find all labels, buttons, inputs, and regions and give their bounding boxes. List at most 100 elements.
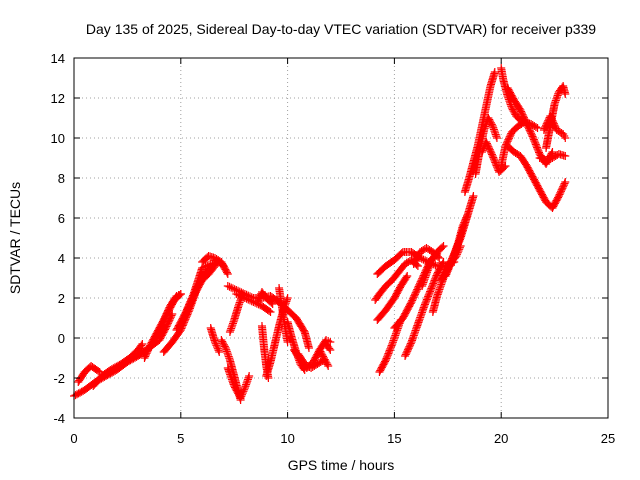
- data-point-marker: [460, 218, 469, 227]
- data-point-marker: [223, 282, 232, 290]
- data-series: [542, 82, 570, 152]
- data-point-marker: [264, 374, 273, 382]
- data-point-marker: [403, 272, 412, 280]
- data-point-marker: [491, 128, 500, 137]
- data-point-marker: [221, 344, 230, 352]
- data-point-marker: [223, 349, 232, 358]
- data-point-marker: [388, 338, 397, 347]
- data-point-marker: [402, 273, 411, 282]
- y-tick-label: 10: [51, 131, 65, 146]
- y-tick-label: 4: [58, 251, 65, 266]
- data-point-marker: [323, 360, 332, 369]
- data-point-marker: [418, 280, 427, 289]
- data-series: [503, 142, 570, 212]
- data-point-marker: [421, 273, 430, 282]
- data-series: [253, 288, 277, 308]
- data-point-marker: [561, 152, 570, 160]
- data-point-marker: [268, 300, 277, 308]
- data-point-marker: [469, 192, 478, 200]
- data-point-marker: [222, 347, 231, 356]
- data-point-marker: [230, 285, 239, 294]
- data-point-marker: [223, 270, 232, 278]
- data-point-marker: [490, 68, 499, 76]
- data-point-marker: [235, 291, 244, 300]
- data-series: [441, 212, 472, 280]
- data-series: [257, 322, 273, 382]
- data-point-marker: [242, 378, 251, 387]
- data-point-marker: [553, 91, 562, 100]
- data-point-marker: [419, 255, 428, 264]
- data-series: [401, 258, 448, 360]
- data-series: [178, 262, 219, 324]
- data-point-marker: [242, 380, 251, 389]
- data-point-marker: [226, 326, 235, 335]
- data-point-marker: [487, 120, 496, 129]
- data-point-marker: [209, 263, 218, 272]
- data-point-marker: [417, 254, 426, 263]
- data-point-marker: [267, 298, 276, 307]
- data-point-marker: [222, 345, 231, 354]
- data-point-marker: [422, 270, 431, 278]
- data-point-marker: [247, 297, 256, 306]
- data-point-marker: [238, 390, 247, 399]
- x-tick-label: 0: [70, 431, 77, 446]
- data-point-marker: [228, 321, 237, 330]
- data-point-marker: [560, 132, 569, 140]
- data-point-marker: [243, 377, 252, 386]
- data-point-marker: [489, 123, 498, 132]
- data-point-marker: [239, 293, 248, 302]
- data-point-marker: [283, 294, 292, 302]
- data-point-marker: [480, 124, 489, 133]
- data-point-marker: [304, 344, 313, 352]
- x-tick-label: 5: [177, 431, 184, 446]
- y-tick-label: 6: [58, 211, 65, 226]
- y-axis-label: SDTVAR / TECUs: [7, 182, 23, 294]
- data-point-marker: [561, 134, 570, 142]
- data-point-marker: [424, 263, 433, 272]
- data-point-marker: [242, 294, 251, 303]
- data-point-marker: [254, 296, 263, 305]
- data-point-marker: [212, 341, 221, 350]
- data-point-marker: [245, 372, 254, 380]
- x-axis-label: GPS time / hours: [288, 457, 395, 473]
- data-point-marker: [552, 94, 561, 103]
- data-point-marker: [241, 382, 250, 391]
- data-series: [225, 290, 247, 336]
- data-point-marker: [480, 126, 489, 134]
- data-point-marker: [458, 222, 467, 230]
- data-point-marker: [225, 282, 234, 291]
- grid-lines: [74, 58, 608, 418]
- data-point-marker: [438, 243, 447, 252]
- data-point-marker: [255, 294, 264, 303]
- data-point-marker: [234, 290, 243, 299]
- x-tick-label: 15: [387, 431, 401, 446]
- data-series: [539, 112, 570, 142]
- data-point-marker: [237, 292, 246, 301]
- data-point-marker: [229, 317, 238, 326]
- data-point-marker: [211, 339, 220, 348]
- x-tick-label: 25: [601, 431, 615, 446]
- data-point-marker: [413, 262, 422, 270]
- data-point-marker: [461, 215, 470, 224]
- data-point-marker: [324, 362, 333, 370]
- data-point-marker: [213, 344, 222, 353]
- data-point-marker: [492, 134, 501, 142]
- data-point-marker: [439, 258, 448, 266]
- data-point-marker: [137, 341, 146, 350]
- x-tick-label: 10: [280, 431, 294, 446]
- y-tick-label: 14: [51, 51, 65, 66]
- data-point-marker: [489, 125, 498, 134]
- data-point-marker: [228, 284, 237, 293]
- axis-ticks: 0 5 10 15 20 25 -4 -2 0 2 4 6 8 10 12 14: [51, 51, 616, 446]
- data-point-marker: [224, 352, 233, 361]
- data-point-marker: [419, 278, 428, 287]
- data-point-marker: [240, 384, 249, 392]
- data-series: [198, 252, 232, 278]
- data-point-marker: [390, 333, 399, 342]
- data-point-marker: [391, 329, 400, 338]
- data-series: [89, 340, 147, 390]
- data-point-marker: [203, 261, 212, 270]
- y-tick-label: -4: [53, 411, 65, 426]
- y-tick-label: 8: [58, 171, 65, 186]
